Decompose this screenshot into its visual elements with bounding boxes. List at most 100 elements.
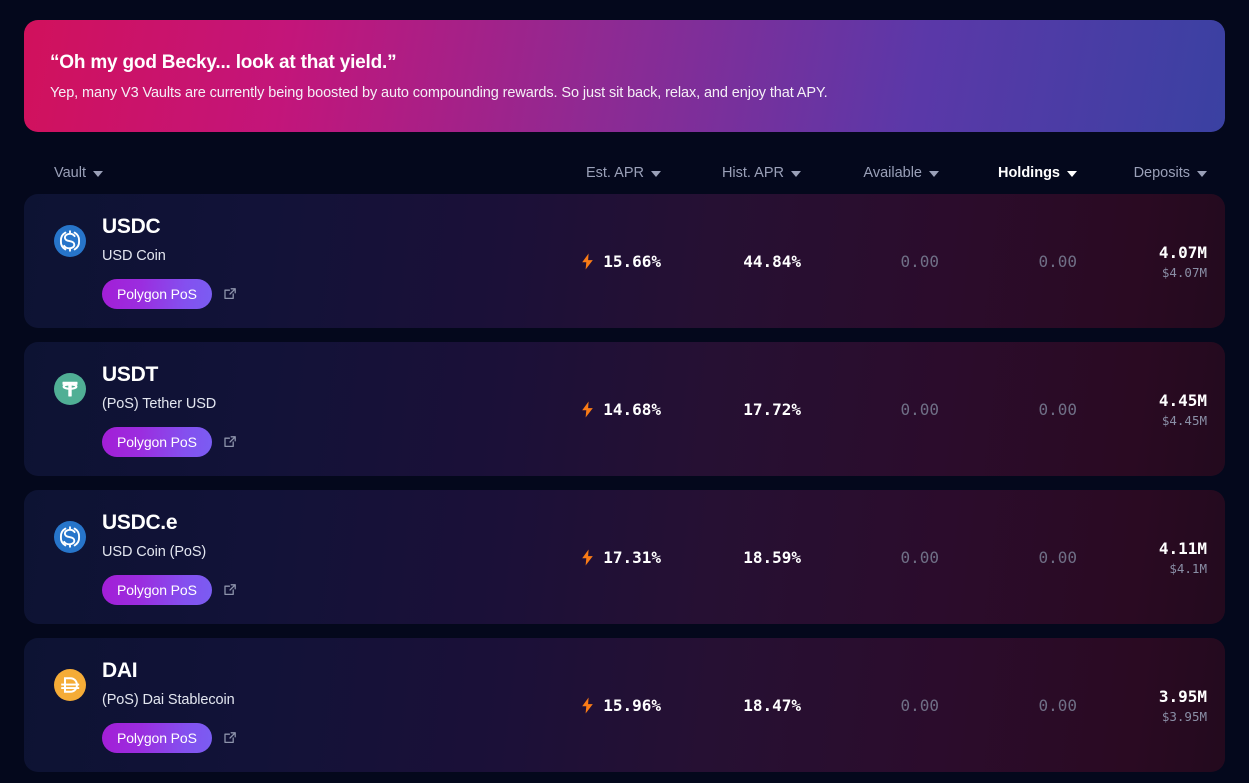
cell-hist-apr: 17.72% bbox=[661, 400, 801, 419]
lightning-bolt-icon bbox=[581, 401, 594, 418]
vault-symbol: USDC bbox=[102, 215, 161, 239]
hist-apr-value: 18.47% bbox=[743, 695, 801, 715]
external-link-icon[interactable] bbox=[222, 434, 238, 450]
vault-identity: USDT (PoS) Tether USD Polygon PoS bbox=[54, 361, 521, 457]
cell-holdings: 0.00 bbox=[939, 696, 1077, 715]
hist-apr-value: 44.84% bbox=[743, 251, 801, 271]
est-apr-value: 17.31% bbox=[603, 547, 661, 567]
column-header-hist-apr[interactable]: Hist. APR bbox=[661, 165, 801, 181]
chain-badge[interactable]: Polygon PoS bbox=[102, 426, 212, 457]
cell-hist-apr: 18.47% bbox=[661, 696, 801, 715]
cell-holdings: 0.00 bbox=[939, 252, 1077, 271]
cell-available: 0.00 bbox=[801, 252, 939, 271]
vault-full-name: (PoS) Tether USD bbox=[102, 395, 217, 412]
column-header-available[interactable]: Available bbox=[801, 165, 939, 181]
available-value: 0.00 bbox=[900, 399, 939, 419]
est-apr-value: 15.96% bbox=[603, 695, 661, 715]
vault-chain-row: Polygon PoS bbox=[102, 722, 238, 753]
lightning-bolt-icon bbox=[581, 549, 594, 566]
available-value: 0.00 bbox=[900, 251, 939, 271]
cell-hist-apr: 18.59% bbox=[661, 548, 801, 567]
caret-down-icon bbox=[929, 171, 939, 177]
hist-apr-value: 17.72% bbox=[743, 399, 801, 419]
column-header-holdings-label: Holdings bbox=[997, 165, 1060, 181]
lightning-bolt-icon bbox=[581, 253, 594, 270]
column-header-holdings[interactable]: Holdings bbox=[939, 165, 1077, 181]
vault-row[interactable]: DAI (PoS) Dai Stablecoin Polygon PoS 15.96%… bbox=[24, 638, 1225, 772]
chain-badge[interactable]: Polygon PoS bbox=[102, 278, 212, 309]
vault-identity: USDC USD Coin Polygon PoS bbox=[54, 213, 521, 309]
cell-deposits: 4.45M $4.45M bbox=[1077, 391, 1207, 428]
caret-down-icon bbox=[651, 171, 661, 177]
table-header: Vault Est. APR Hist. APR Available Holdi… bbox=[24, 152, 1225, 194]
holdings-value: 0.00 bbox=[1038, 251, 1077, 271]
cell-available: 0.00 bbox=[801, 400, 939, 419]
external-link-icon[interactable] bbox=[222, 730, 238, 746]
cell-est-apr: 14.68% bbox=[521, 400, 661, 419]
vault-text-block: USDT (PoS) Tether USD Polygon PoS bbox=[102, 363, 238, 457]
caret-down-icon bbox=[1067, 171, 1077, 177]
column-header-hist-apr-label: Hist. APR bbox=[721, 165, 784, 181]
banner-subtitle: Yep, many V3 Vaults are currently being … bbox=[50, 84, 828, 101]
vault-row[interactable]: USDC.e USD Coin (PoS) Polygon PoS 17.31% 18.… bbox=[24, 490, 1225, 624]
vault-full-name: USD Coin (PoS) bbox=[102, 543, 207, 560]
est-apr-value: 15.66% bbox=[603, 251, 661, 271]
vault-row[interactable]: USDT (PoS) Tether USD Polygon PoS 14.68% 17.… bbox=[24, 342, 1225, 476]
column-header-deposits[interactable]: Deposits bbox=[1077, 165, 1207, 181]
deposits-value: 4.45M bbox=[1158, 390, 1207, 410]
cell-deposits: 3.95M $3.95M bbox=[1077, 687, 1207, 724]
usdc-icon bbox=[54, 521, 86, 554]
cell-available: 0.00 bbox=[801, 548, 939, 567]
chain-badge[interactable]: Polygon PoS bbox=[102, 574, 212, 605]
column-header-deposits-label: Deposits bbox=[1133, 165, 1190, 181]
column-header-vault[interactable]: Vault bbox=[54, 165, 521, 181]
deposits-usd-value: $4.45M bbox=[1161, 412, 1207, 428]
cell-available: 0.00 bbox=[801, 696, 939, 715]
cell-est-apr: 15.66% bbox=[521, 252, 661, 271]
vault-identity: USDC.e USD Coin (PoS) Polygon PoS bbox=[54, 509, 521, 605]
cell-est-apr: 17.31% bbox=[521, 548, 661, 567]
vault-row[interactable]: USDC USD Coin Polygon PoS 15.66% 44.84% 0.00 0… bbox=[24, 194, 1225, 328]
holdings-value: 0.00 bbox=[1038, 399, 1077, 419]
usdt-icon bbox=[54, 373, 86, 406]
external-link-icon[interactable] bbox=[222, 286, 238, 302]
est-apr-value: 14.68% bbox=[603, 399, 661, 419]
available-value: 0.00 bbox=[900, 695, 939, 715]
cell-deposits: 4.07M $4.07M bbox=[1077, 243, 1207, 280]
lightning-bolt-icon bbox=[581, 697, 594, 714]
vault-chain-row: Polygon PoS bbox=[102, 278, 238, 309]
deposits-value: 4.07M bbox=[1158, 242, 1207, 262]
holdings-value: 0.00 bbox=[1038, 547, 1077, 567]
caret-down-icon bbox=[791, 171, 801, 177]
vault-symbol: USDC.e bbox=[102, 511, 178, 535]
vault-text-block: USDC.e USD Coin (PoS) Polygon PoS bbox=[102, 511, 238, 605]
vault-text-block: DAI (PoS) Dai Stablecoin Polygon PoS bbox=[102, 659, 238, 753]
column-header-available-label: Available bbox=[863, 165, 922, 181]
caret-down-icon bbox=[92, 171, 103, 177]
cell-deposits: 4.11M $4.1M bbox=[1077, 539, 1207, 576]
cell-holdings: 0.00 bbox=[939, 548, 1077, 567]
vault-list: USDC USD Coin Polygon PoS 15.66% 44.84% 0.00 0… bbox=[24, 194, 1225, 772]
cell-hist-apr: 44.84% bbox=[661, 252, 801, 271]
deposits-usd-value: $4.07M bbox=[1161, 264, 1207, 280]
caret-down-icon bbox=[1197, 171, 1207, 177]
vault-symbol: USDT bbox=[102, 363, 158, 387]
vault-chain-row: Polygon PoS bbox=[102, 574, 238, 605]
column-header-est-apr[interactable]: Est. APR bbox=[521, 165, 661, 181]
holdings-value: 0.00 bbox=[1038, 695, 1077, 715]
vault-identity: DAI (PoS) Dai Stablecoin Polygon PoS bbox=[54, 657, 521, 753]
external-link-icon[interactable] bbox=[222, 582, 238, 598]
vault-symbol: DAI bbox=[102, 659, 138, 683]
chain-badge[interactable]: Polygon PoS bbox=[102, 722, 212, 753]
deposits-usd-value: $3.95M bbox=[1161, 708, 1207, 724]
column-header-vault-label: Vault bbox=[54, 165, 86, 181]
column-header-est-apr-label: Est. APR bbox=[585, 165, 644, 181]
cell-est-apr: 15.96% bbox=[521, 696, 661, 715]
dai-icon bbox=[54, 669, 86, 702]
banner-title: “Oh my god Becky... look at that yield.” bbox=[50, 51, 397, 73]
cell-holdings: 0.00 bbox=[939, 400, 1077, 419]
usdc-icon bbox=[54, 225, 86, 258]
deposits-value: 4.11M bbox=[1158, 538, 1207, 558]
available-value: 0.00 bbox=[900, 547, 939, 567]
